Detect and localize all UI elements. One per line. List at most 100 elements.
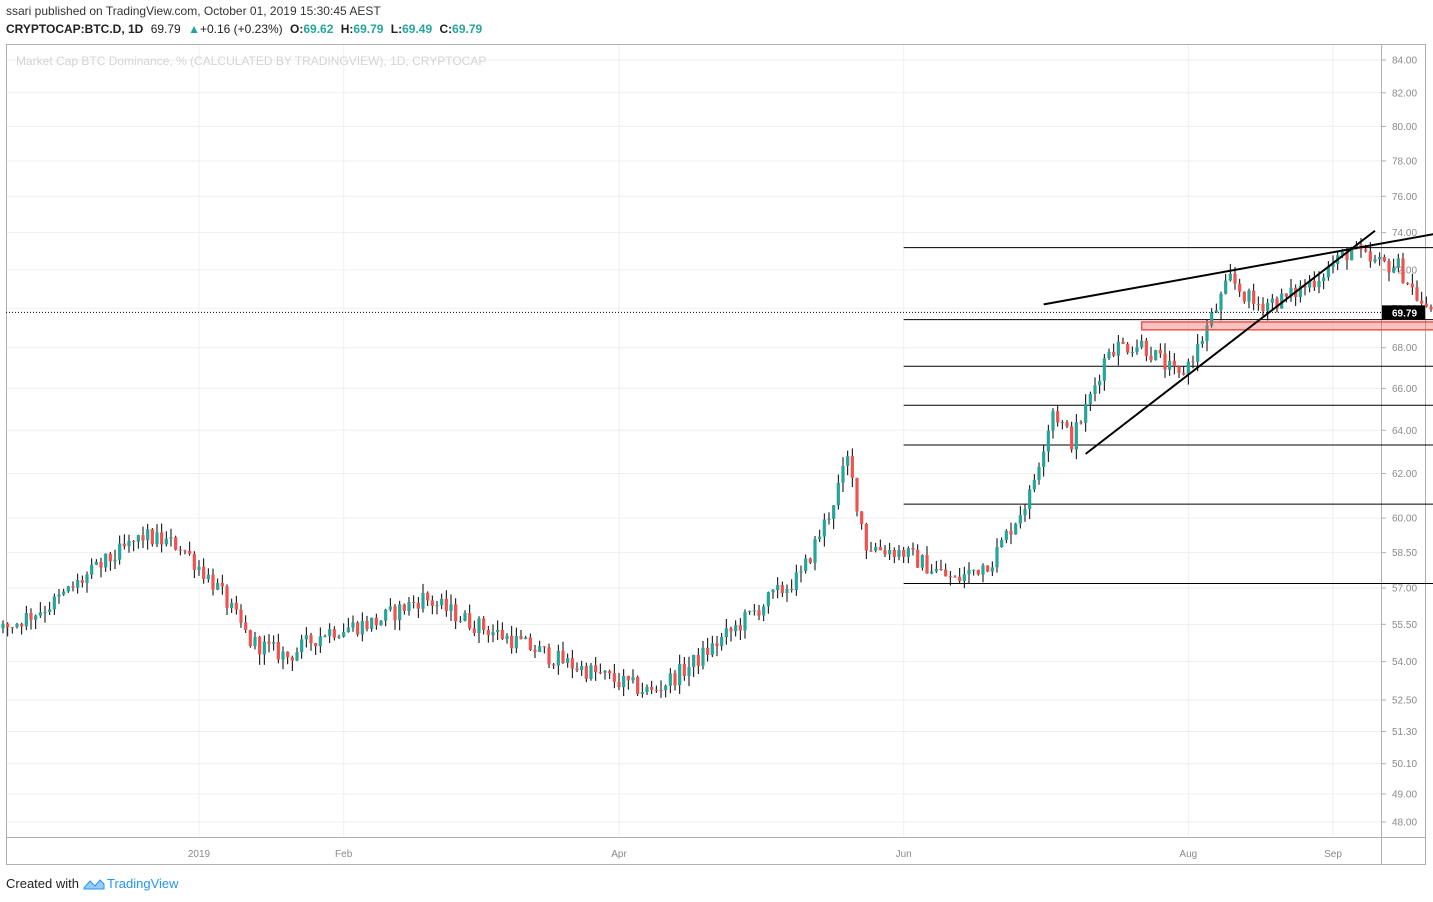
candle-body <box>1032 479 1036 490</box>
candle-body <box>1135 347 1139 352</box>
wedge-lower-trendline[interactable] <box>1085 229 1376 455</box>
drawings[interactable] <box>1043 203 1433 455</box>
time-axis[interactable]: Nov2019FebAprJunAugSepNov2020FebApr <box>0 849 1433 860</box>
price-tick-label: 58.50 <box>1392 548 1417 559</box>
wedge-upper-trendline[interactable] <box>1043 203 1433 306</box>
candle-body <box>449 604 453 611</box>
tradingview-logo-icon <box>83 878 105 889</box>
candle-body <box>374 617 378 626</box>
price-tick-label: 64.00 <box>1392 426 1417 437</box>
candle-body <box>916 549 920 568</box>
candle-body <box>304 635 308 640</box>
candle-body <box>636 677 640 694</box>
candle-body <box>360 620 364 635</box>
price-axis[interactable]: 84.0082.0080.0078.0076.0074.0072.0070.00… <box>1381 56 1417 829</box>
price-tick-label: 80.00 <box>1392 122 1417 133</box>
candle-body <box>995 547 999 568</box>
candle-body <box>1224 280 1228 294</box>
candle-body <box>598 672 602 674</box>
time-tick-label: Jun <box>896 849 912 860</box>
candle-body <box>6 623 10 628</box>
chart-frame <box>6 44 1426 865</box>
candle-body <box>547 647 551 665</box>
candle-body <box>183 550 187 552</box>
candle-body <box>519 636 523 640</box>
fibonacci-retracement[interactable]: 0(73.19)0.236(69.42)0.382(67.08)0.5(65.1… <box>903 243 1433 591</box>
candle-body <box>1186 361 1190 375</box>
candle-body <box>748 611 752 613</box>
candle-body <box>659 690 663 692</box>
candle-body <box>566 658 570 664</box>
publisher-line: ssari published on TradingView.com, Octo… <box>6 4 381 18</box>
candle-body <box>631 677 635 681</box>
candle-body <box>734 625 738 632</box>
high-label: H: <box>340 22 354 36</box>
candle-body <box>570 658 574 669</box>
candle-body <box>757 610 761 616</box>
candle-body <box>1387 261 1391 273</box>
candle-body <box>645 686 649 693</box>
candle-body <box>192 553 196 570</box>
candle-body <box>874 546 878 551</box>
candle-body <box>514 636 518 649</box>
price-chart[interactable]: Market Cap BTC Dominance, % (CALCULATED … <box>0 0 1433 870</box>
candle-body <box>426 592 430 601</box>
candle-body <box>664 685 668 691</box>
candle-body <box>38 612 42 616</box>
candle-body <box>239 609 243 623</box>
candle-body <box>771 590 775 593</box>
candle-body <box>939 568 943 570</box>
candle-body <box>888 550 892 555</box>
candle-body <box>1312 280 1316 288</box>
candle-body <box>799 571 803 573</box>
candle-body <box>225 586 229 609</box>
support-zone[interactable] <box>1140 321 1433 331</box>
candle-body <box>902 549 906 557</box>
candle-body <box>1 623 5 629</box>
candle-body <box>1000 540 1004 548</box>
price-tick-label: 57.00 <box>1392 584 1417 595</box>
candle-body <box>640 692 644 694</box>
candle-body <box>1429 306 1433 310</box>
candle-body <box>234 602 238 610</box>
footer: Created with TradingView <box>6 876 179 891</box>
candle-body <box>1252 290 1256 304</box>
candle-body <box>1140 340 1144 348</box>
candle-body <box>496 629 500 633</box>
price-tick-label: 52.50 <box>1392 695 1417 706</box>
candle-body <box>332 629 336 638</box>
candle-body <box>682 663 686 676</box>
candle-body <box>589 665 593 679</box>
candle-body <box>780 585 784 594</box>
candle-body <box>342 632 346 637</box>
candle-body <box>48 609 52 612</box>
price-tick-label: 49.00 <box>1392 789 1417 800</box>
symbol-label: CRYPTOCAP:BTC.D, 1D <box>6 22 144 36</box>
candle-body <box>654 689 658 691</box>
time-tick-label: Aug <box>1179 849 1197 860</box>
time-tick-label: Feb <box>335 849 353 860</box>
tradingview-link[interactable]: TradingView <box>83 876 179 891</box>
candle-body <box>687 667 691 676</box>
candle-body <box>934 568 938 572</box>
candle-body <box>1060 422 1064 424</box>
price-tick-label: 68.00 <box>1392 343 1417 354</box>
candle-body <box>962 574 966 582</box>
candle-body <box>808 558 812 563</box>
price-tick-label: 60.00 <box>1392 514 1417 525</box>
candle-body <box>794 572 798 591</box>
candle-body <box>15 623 19 628</box>
price-tick-label: 74.00 <box>1392 228 1417 239</box>
candle-body <box>85 574 89 583</box>
last-price-badge <box>1382 305 1425 320</box>
candle-body <box>486 630 490 636</box>
candle-body <box>1406 282 1410 284</box>
candle-body <box>136 535 140 542</box>
candle-body <box>972 569 976 571</box>
candle-body <box>622 675 626 688</box>
chart-watermark: Market Cap BTC Dominance, % (CALCULATED … <box>16 54 486 68</box>
candle-body <box>1177 366 1181 373</box>
candle-body <box>1084 404 1088 423</box>
candle-body <box>813 539 817 563</box>
candle-body <box>99 561 103 568</box>
